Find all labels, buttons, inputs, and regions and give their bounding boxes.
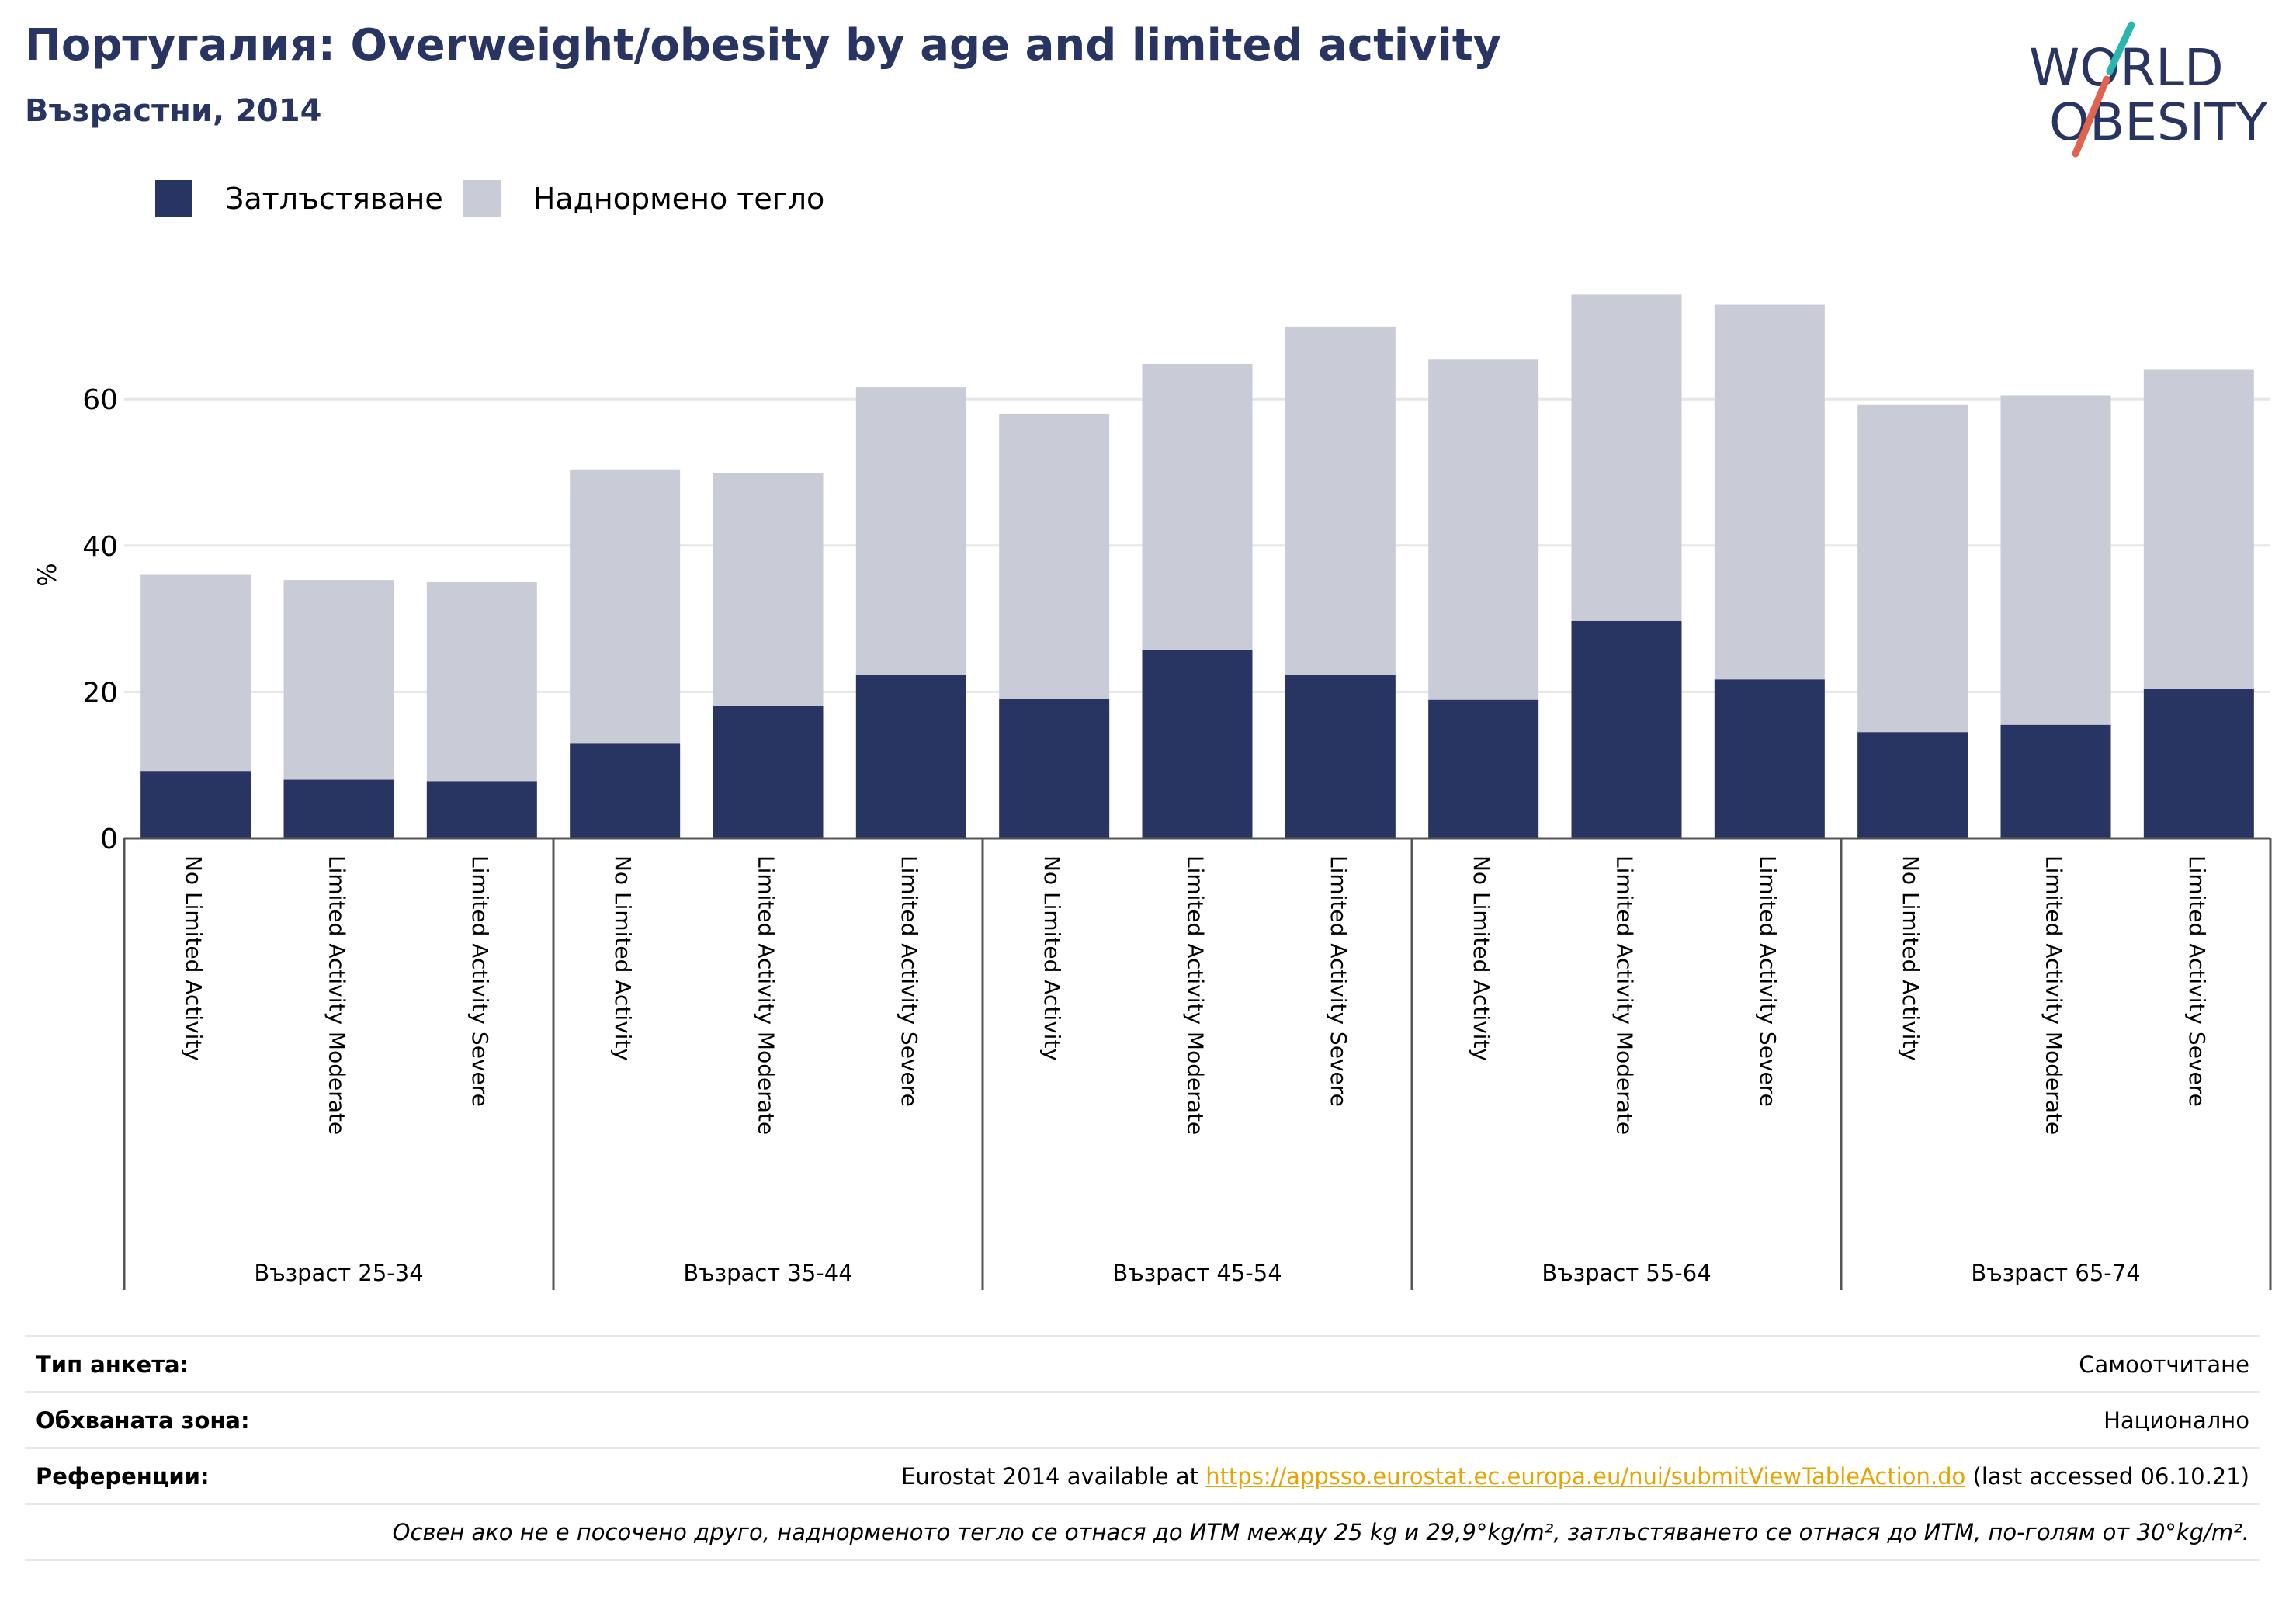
bar-obesity	[1571, 620, 1682, 838]
x-tick-label: Limited Activity Severe	[1755, 855, 1781, 1107]
x-tick-label: Limited Activity Moderate	[1183, 855, 1209, 1135]
bar-obesity	[1428, 699, 1539, 838]
reference-link[interactable]: https://appsso.eurostat.ec.europa.eu/nui…	[1205, 1462, 1966, 1490]
y-axis-label: %	[33, 563, 62, 586]
references-label: Референции:	[25, 1447, 353, 1504]
coverage-label: Обхваната зона:	[25, 1391, 353, 1448]
age-group-label: Възраст 25-34	[254, 1260, 423, 1286]
age-group-label: Възраст 65-74	[1971, 1260, 2140, 1286]
logo-slash-bottom	[2072, 75, 2110, 158]
bar-obesity	[2143, 689, 2254, 838]
bar-obesity	[1142, 650, 1253, 838]
chart-legend: Затлъстяване Наднормено тегло	[155, 179, 845, 219]
bar-overweight	[1428, 359, 1539, 700]
y-tick-label: 0	[100, 824, 118, 855]
bar-overweight	[2000, 395, 2111, 725]
bar-overweight	[426, 581, 537, 782]
legend-item-obesity: Затлъстяване	[155, 180, 443, 217]
x-tick-label: Limited Activity Moderate	[754, 855, 779, 1135]
x-tick-label: Limited Activity Severe	[1326, 855, 1351, 1107]
world-obesity-logo: WORLD OBESITY	[2018, 20, 2282, 179]
bar-obesity	[570, 743, 681, 838]
info-table: Тип анкета: Самоотчитане Обхваната зона:…	[25, 1335, 2260, 1561]
bar-obesity	[713, 706, 824, 838]
survey-type-label: Тип анкета:	[25, 1335, 353, 1393]
logo-slash-top	[2106, 21, 2135, 75]
info-row-note: Освен ако не е посочено друго, наднормен…	[25, 1503, 2260, 1561]
bar-overweight	[283, 580, 394, 780]
legend-item-overweight: Наднормено тегло	[463, 180, 825, 217]
x-tick-label: Limited Activity Severe	[467, 855, 493, 1107]
bar-obesity	[283, 779, 394, 838]
x-tick-label: Limited Activity Moderate	[2041, 855, 2067, 1135]
y-tick-label: 40	[82, 531, 118, 563]
bar-chart: 0 20 40 60% No Limited Activity Limited Activ…	[33, 294, 2272, 1290]
age-group-label: Възраст 35-44	[683, 1260, 852, 1286]
bar-overweight	[1857, 404, 1968, 733]
survey-type-value: Самоотчитане	[352, 1335, 2260, 1393]
legend-swatch-obesity	[155, 180, 192, 217]
bar-overweight	[1714, 304, 1825, 680]
bar-overweight	[2143, 369, 2254, 689]
bar-obesity	[2000, 724, 2111, 838]
x-tick-label: No Limited Activity	[1469, 855, 1494, 1061]
logo-line1: WORLD	[2029, 38, 2224, 98]
age-group-label: Възраст 55-64	[1542, 1260, 1711, 1286]
references-value: Eurostat 2014 available at https://appss…	[352, 1447, 2260, 1504]
x-tick-label: No Limited Activity	[1898, 855, 1923, 1061]
info-row-survey: Тип анкета: Самоотчитане	[25, 1335, 2260, 1393]
bar-overweight	[1142, 363, 1253, 650]
reference-prefix: Eurostat 2014 available at	[901, 1462, 1206, 1490]
reference-suffix: (last accessed 06.10.21)	[1965, 1462, 2250, 1490]
x-tick-label: Limited Activity Severe	[897, 855, 922, 1107]
y-tick-label: 20	[82, 677, 118, 709]
bar-overweight	[855, 387, 966, 675]
info-row-coverage: Обхваната зона: Национално	[25, 1391, 2260, 1448]
x-tick-label: Limited Activity Severe	[2184, 855, 2210, 1107]
x-tick-label: Limited Activity Moderate	[1612, 855, 1638, 1135]
info-row-references: Референции: Eurostat 2014 available at h…	[25, 1447, 2260, 1504]
bar-obesity	[1857, 732, 1968, 838]
age-group-label: Възраст 45-54	[1112, 1260, 1282, 1286]
bar-overweight	[999, 414, 1110, 699]
bar-overweight	[570, 469, 681, 744]
y-tick-label: 60	[82, 384, 118, 416]
definition-note: Освен ако не е посочено друго, наднормен…	[25, 1503, 2260, 1561]
x-tick-label: No Limited Activity	[610, 855, 636, 1061]
bar-obesity	[1285, 675, 1396, 838]
bar-obesity	[1714, 679, 1825, 838]
bar-overweight	[713, 473, 824, 706]
bar-overweight	[1571, 294, 1682, 621]
legend-label-overweight: Наднормено тегло	[532, 182, 825, 216]
chart-subtitle: Възрастни, 2014	[25, 93, 322, 129]
bar-obesity	[855, 675, 966, 838]
chart-title: Португалия: Overweight/obesity by age an…	[25, 20, 1502, 71]
x-tick-label: No Limited Activity	[1039, 855, 1065, 1061]
bar-overweight	[140, 574, 251, 772]
bar-obesity	[426, 781, 537, 838]
bar-obesity	[140, 771, 251, 838]
x-tick-label: Limited Activity Moderate	[324, 855, 350, 1135]
legend-swatch-overweight	[463, 180, 501, 217]
coverage-value: Национално	[352, 1391, 2260, 1448]
legend-label-obesity: Затлъстяване	[225, 182, 443, 216]
bar-obesity	[999, 699, 1110, 838]
x-tick-label: No Limited Activity	[181, 855, 206, 1061]
bar-overweight	[1285, 326, 1396, 675]
